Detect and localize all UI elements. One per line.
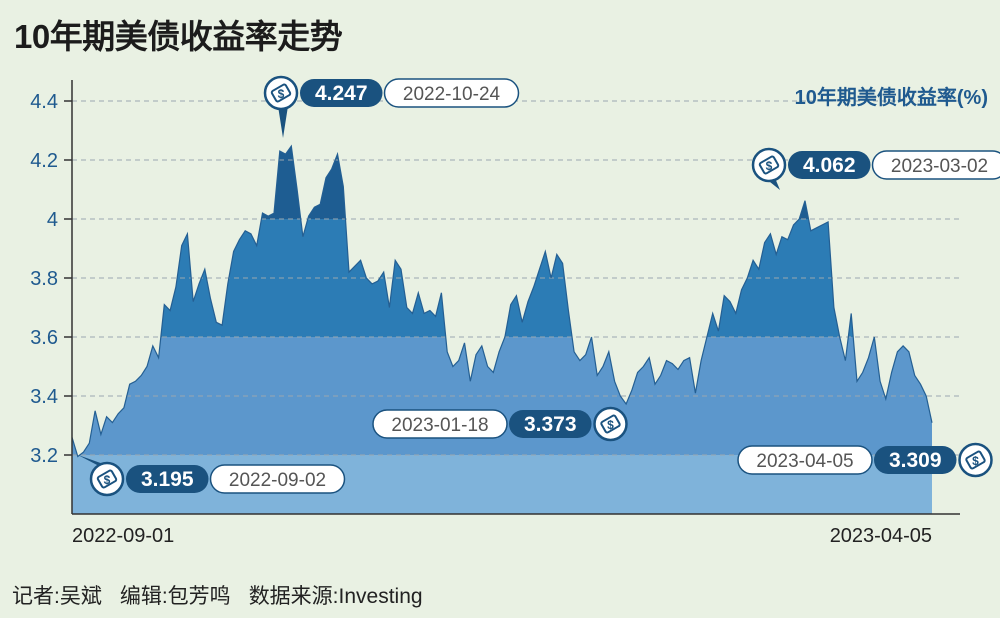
annotation-4-date: 2023-04-05 — [756, 451, 853, 472]
y-tick-label-2: 3.6 — [30, 327, 58, 349]
annotation-3-value: 3.373 — [524, 413, 577, 436]
annotation-1-value-bg — [126, 465, 209, 493]
annotation-3-icon-ring — [593, 406, 628, 442]
annotation-1-date-bg — [209, 464, 346, 494]
reporter-credit: 记者:吴斌 — [12, 585, 102, 608]
annotation-4-value: 3.309 — [889, 449, 942, 472]
annotation-0-date: 2022-10-24 — [403, 84, 501, 105]
annotation-2-date: 2023-03-02 — [891, 156, 988, 177]
annotation-0-date-bg — [383, 78, 520, 108]
annotation-3-date-bg — [372, 409, 508, 439]
y-tick-label-0: 3.2 — [30, 445, 58, 467]
annotation-2-value: 4.062 — [803, 154, 856, 177]
editor-credit: 编辑:包芳鸣 — [119, 585, 231, 608]
annotation-0-pointer — [278, 106, 288, 138]
annotation-1-icon-ring — [89, 461, 125, 497]
y-tick-label-3: 3.8 — [30, 268, 58, 290]
y-tick-label-4: 4 — [47, 209, 58, 231]
y-tick-label-5: 4.2 — [30, 150, 58, 172]
annotation-0-icon-glyph: $ — [278, 87, 285, 101]
annotation-1: 3.195 2022-09-02 — [78, 455, 346, 494]
annotation-1-icon-glyph: $ — [104, 473, 111, 487]
annotation-3-icon-bill — [600, 414, 621, 434]
annotation-1-date: 2022-09-02 — [229, 470, 326, 491]
y-tick-label-6: 4.4 — [30, 91, 58, 113]
annotation-4-value-bg — [874, 446, 957, 474]
annotation-2-icon: $ — [751, 147, 787, 183]
annotation-2-date-bg — [871, 150, 1000, 180]
annotation-0-value-bg — [300, 79, 383, 107]
annotation-0-icon-bill — [270, 83, 292, 103]
footer-credits: 记者:吴斌 编辑:包芳鸣 数据来源:Investing — [12, 580, 441, 610]
annotation-2-icon-ring — [751, 147, 787, 183]
series-line — [71, 144, 933, 458]
annotation-3-value-bg — [509, 410, 592, 438]
x-end-label: 2023-04-05 — [830, 525, 932, 547]
y-tick-label-1: 3.4 — [30, 386, 58, 408]
annotation-1-icon: $ — [89, 461, 125, 497]
source-credit: 数据来源:Investing — [248, 585, 423, 608]
annotation-4-icon-bill — [965, 450, 986, 470]
annotation-4-icon: $ — [958, 442, 993, 478]
x-start-label: 2022-09-01 — [72, 525, 174, 547]
annotation-2-icon-bill — [758, 155, 780, 175]
y-axis-title: 10年期美债收益率(%) — [795, 85, 988, 109]
annotation-0-icon: $ — [263, 75, 299, 111]
annotation-0-value: 4.247 — [315, 82, 368, 105]
page-title: 10年期美债收益率走势 — [14, 18, 343, 55]
annotation-3-date: 2023-01-18 — [391, 415, 488, 436]
annotation-0: 4.247 2022-10-24 — [278, 78, 520, 138]
annotation-3-icon-glyph: $ — [607, 418, 614, 432]
annotation-2-icon-glyph: $ — [766, 159, 773, 173]
annotation-1-value: 3.195 — [141, 468, 194, 491]
annotation-4-icon-glyph: $ — [972, 454, 979, 468]
annotation-3-icon: $ — [593, 406, 628, 442]
annotation-4-date-bg — [737, 445, 873, 475]
annotation-1-icon-bill — [96, 469, 118, 489]
annotation-4-icon-ring — [958, 442, 993, 478]
annotation-0-icon-ring — [263, 75, 299, 111]
annotation-2: 4.062 2023-03-02 — [765, 150, 1000, 190]
annotation-2-value-bg — [788, 151, 871, 179]
annotation-3: 2023-01-18 3.373 — [372, 409, 592, 439]
annotation-4: 2023-04-05 3.309 — [737, 445, 957, 475]
